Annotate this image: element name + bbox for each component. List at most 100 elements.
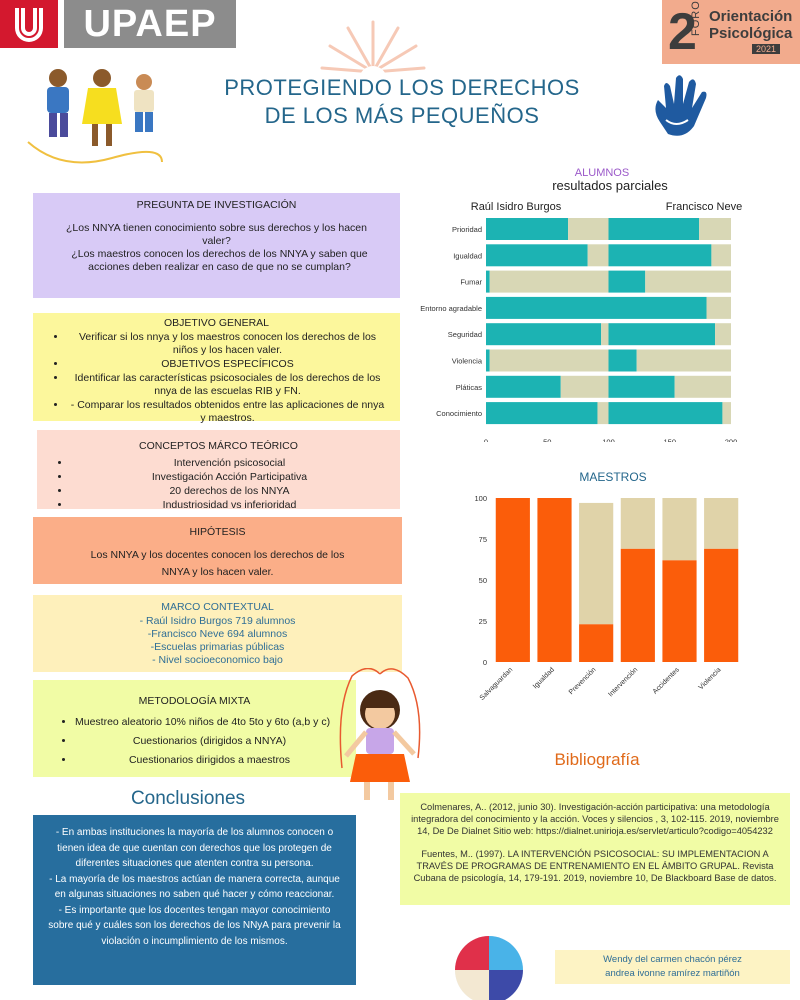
conclusion-paragraph: - La mayoría de los maestros actúan de m… [49, 873, 340, 901]
pregunta-heading: PREGUNTA DE INVESTIGACIÓN [136, 199, 297, 211]
metodologia-item: Cuestionarios (dirigidos a NNYA) [75, 735, 344, 748]
x-tick-label: 200 [725, 437, 738, 442]
bar-yes [486, 244, 588, 267]
x-tick-label: 0 [484, 437, 488, 442]
y-tick-label: 0 [483, 658, 487, 667]
chart-alumnos-subtitle: resultados parciales [552, 178, 668, 193]
children-illustration [27, 69, 163, 164]
marco-line: -Escuelas primarias públicas [150, 641, 285, 653]
bar-no [636, 349, 731, 372]
bar-segment-sand [620, 498, 655, 549]
bar-yes [486, 402, 598, 425]
autores-box: Wendy del carmen chacón pérez andrea ivo… [555, 950, 790, 984]
bar-yes [486, 323, 602, 346]
category-label: Seguridad [448, 330, 482, 339]
objetivo-general-heading: OBJETIVO GENERAL [163, 317, 270, 329]
page-title: PROTEGIENDO LOS DERECHOS DE LOS MÁS PEQU… [200, 74, 604, 130]
bar-no [645, 270, 731, 293]
x-category-label: Violencia [698, 666, 723, 691]
pregunta-q2: ¿Los maestros conocen los derechos de lo… [71, 248, 368, 273]
marco-line: - Nivel socioeconomico bajo [152, 654, 283, 666]
alumnos-bar-chart: Raúl Isidro Burgos Francisco Neve Priorida… [420, 201, 742, 442]
conceptos-heading: CONCEPTOS MÁRCO TEÓRICO [139, 440, 298, 452]
maestros-bar-chart: 0 25 50 75 100 Salvaguardan Igualdad Prevención… [474, 494, 739, 702]
bibliografia-box: Colmenares, A.. (2012, junio 30). Invest… [400, 793, 790, 905]
conclusion-paragraph: - Es importante que los docentes tengan … [48, 904, 341, 947]
foro-vertical-label: FORO [690, 0, 702, 36]
bar-yes [486, 270, 490, 293]
bar-segment-orange [579, 624, 614, 662]
group-label-rib: Raúl Isidro Burgos [471, 201, 562, 213]
chart-alumnos-title: ALUMNOS [574, 167, 630, 179]
title-line1: PROTEGIENDO LOS DERECHOS [224, 75, 580, 100]
bar-yes [608, 218, 700, 240]
objetivo-general-item: Verificar si los nnya y los maestros con… [67, 331, 388, 357]
bar-yes [608, 244, 712, 267]
bar-segment-sand [579, 502, 614, 625]
conclusiones-box: - En ambas instituciones la mayoría de l… [33, 815, 356, 985]
category-label: Prioridad [452, 225, 482, 234]
y-tick-label: 50 [479, 576, 487, 585]
bar-segment-sand [704, 498, 739, 549]
concepto-item: Investigación Acción Participativa [71, 471, 388, 484]
category-label: Violencia [452, 357, 483, 366]
bar-yes [486, 375, 561, 398]
u-shield-icon [15, 8, 43, 42]
metodologia-item: Cuestionarios dirigidos a maestros [75, 754, 344, 767]
bibliografia-ref: Colmenares, A.. (2012, junio 30). Invest… [411, 802, 779, 836]
upaep-logo-mark [0, 0, 58, 48]
bar-no [489, 349, 609, 372]
x-category-label: Accidentes [652, 666, 682, 696]
marco-box: MARCO CONTEXTUAL - Raúl Isidro Burgos 71… [33, 595, 402, 672]
hipotesis-heading: HIPÓTESIS [189, 526, 246, 538]
x-category-label: Salvaguardan [479, 666, 515, 702]
conclusion-paragraph: - En ambas instituciones la mayoría de l… [55, 827, 334, 869]
bar-no [601, 323, 609, 346]
bar-yes [608, 270, 646, 293]
bibliografia-ref: Fuentes, M.. (1997). LA INTERVENCIÓN PSI… [413, 849, 777, 883]
bar-no [706, 296, 731, 319]
x-category-label: Igualdad [532, 666, 556, 690]
category-label: Fumar [460, 278, 482, 287]
foro-year: 2021 [752, 44, 781, 54]
marco-heading: MARCO CONTEXTUAL [161, 601, 274, 613]
autor-name: Wendy del carmen chacón pérez [603, 954, 742, 965]
bar-yes [608, 375, 675, 398]
bar-no [597, 402, 609, 425]
concepto-item: 20 derechos de los NNYA [71, 485, 388, 498]
bar-yes [486, 349, 490, 372]
bar-no [489, 270, 609, 293]
bar-yes [608, 402, 723, 425]
foro-badge: 2 FORO Orientación Psicológica 2021 [662, 0, 800, 64]
foro-line2: Psicológica [709, 25, 793, 42]
bar-no [674, 375, 731, 398]
beach-ball-illustration [455, 936, 523, 1000]
bar-no [568, 218, 609, 240]
objetivo-especifico-2: - Comparar los resultados obtenidos entr… [67, 399, 388, 425]
title-line2: DE LOS MÁS PEQUEÑOS [264, 103, 540, 128]
upaep-logo-text: UPAEP [64, 0, 236, 48]
x-tick-label: 100 [602, 437, 615, 442]
y-tick-label: 75 [479, 535, 487, 544]
y-tick-label: 25 [479, 617, 487, 626]
metodologia-item: Muestreo aleatorio 10% niños de 4to 5to … [75, 716, 344, 729]
objetivo-especifico-1: Identificar las características psicosoc… [67, 372, 388, 398]
conceptos-box: CONCEPTOS MÁRCO TEÓRICO Intervención psi… [37, 430, 400, 511]
x-category-label: Prevención [568, 666, 598, 696]
bar-segment-orange [704, 548, 739, 662]
pregunta-box: PREGUNTA DE INVESTIGACIÓN ¿Los NNYA tien… [33, 193, 400, 298]
category-label: Igualdad [453, 251, 482, 260]
bar-segment-orange [662, 560, 697, 662]
pregunta-q1: ¿Los NNYA tienen conocimiento sobre sus … [66, 222, 367, 247]
bar-no [715, 323, 731, 346]
bar-no [560, 375, 609, 398]
bar-yes [608, 323, 716, 346]
group-label-fn: Francisco Neve [666, 201, 742, 213]
bar-no [699, 218, 731, 240]
category-label: Conocimiento [436, 409, 482, 418]
metodologia-heading: METODOLOGÍA MIXTA [138, 695, 251, 707]
bar-yes [608, 349, 637, 372]
bar-no [587, 244, 609, 267]
marco-line: -Francisco Neve 694 alumnos [147, 628, 288, 640]
objetivo-box: OBJETIVO GENERAL Verificar si los nnya y… [33, 313, 400, 424]
